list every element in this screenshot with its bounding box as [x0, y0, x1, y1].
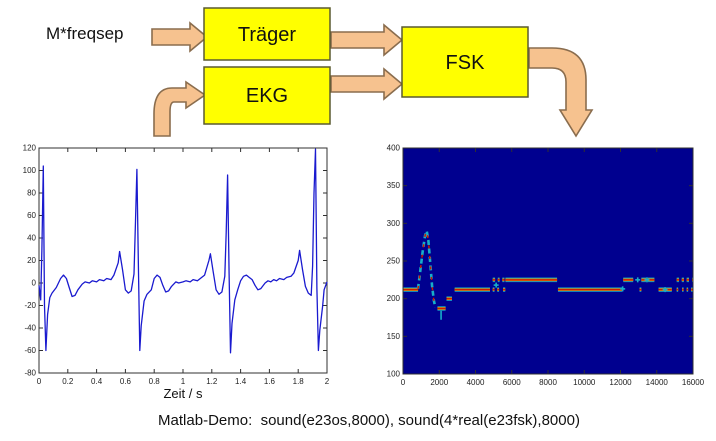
x-tick-label: 8000 — [539, 378, 557, 387]
spectrogram-plot: 0 2000 4000 6000 8000 10000 12000 14000 16000 100… — [387, 144, 705, 388]
y-tick-label: -60 — [24, 346, 36, 355]
y-tick-label: 20 — [27, 256, 36, 265]
arrow-input-icon — [151, 21, 209, 53]
block-fsk-label: FSK — [446, 52, 486, 74]
x-tick-label: 1.4 — [235, 377, 247, 386]
x-tick-label: 12000 — [609, 378, 632, 387]
x-tick-label: 1.2 — [206, 377, 218, 386]
y-tick-label: 100 — [387, 370, 401, 379]
y-tick-label: 120 — [23, 144, 37, 153]
x-tick-label: 6000 — [503, 378, 521, 387]
block-traeger: Träger — [203, 7, 331, 61]
ecg-plot-area: 0 0.2 0.4 0.6 0.8 1 1.2 1.4 1.6 1.8 2 -80 -60 -40 -20 0… — [23, 144, 330, 387]
block-diagram: M*freqsep Träger EKG FSK — [46, 7, 594, 138]
y-tick-label: -80 — [24, 369, 36, 378]
ecg-trace — [38, 148, 328, 354]
y-tick-label: 200 — [387, 294, 401, 303]
block-ekg-label: EKG — [246, 85, 288, 107]
block-traeger-label: Träger — [238, 24, 297, 46]
arrow-into-ekg-icon — [153, 80, 207, 137]
block-fsk: FSK — [401, 26, 529, 98]
x-tick-label: 0.8 — [149, 377, 161, 386]
y-tick-label: 100 — [23, 166, 37, 175]
x-tick-label: 10000 — [573, 378, 596, 387]
x-tick-label: 16000 — [682, 378, 705, 387]
x-tick-label: 2000 — [430, 378, 448, 387]
x-tick-label: 0 — [37, 377, 42, 386]
block-ekg-box — [203, 66, 331, 125]
x-tick-label: 0.4 — [91, 377, 103, 386]
fsk-sweep-core — [417, 227, 437, 308]
y-tick-label: 250 — [387, 257, 401, 266]
y-tick-label: 400 — [387, 144, 401, 153]
x-tick-label: 1.8 — [293, 377, 305, 386]
y-tick-label: 0 — [32, 279, 37, 288]
ecg-xaxis-label: Zeit / s — [163, 386, 203, 401]
arrow-fsk-output-icon — [528, 47, 594, 138]
block-ekg: EKG — [203, 66, 331, 125]
spectrogram-background — [403, 148, 693, 374]
y-tick-label: 350 — [387, 181, 401, 190]
arrow-ekg-to-fsk-icon — [330, 67, 404, 101]
y-tick-label: -20 — [24, 301, 36, 310]
y-tick-label: 300 — [387, 219, 401, 228]
x-tick-label: 0.2 — [62, 377, 74, 386]
input-label: M*freqsep — [46, 24, 123, 43]
block-fsk-box — [401, 26, 529, 98]
x-tick-label: 1 — [181, 377, 186, 386]
plot-frame — [38, 147, 328, 374]
y-tick-label: 150 — [387, 332, 401, 341]
y-tick-label: 80 — [27, 189, 36, 198]
x-tick-label: 1.6 — [264, 377, 276, 386]
x-tick-label: 4000 — [467, 378, 485, 387]
x-tick-label: 0 — [401, 378, 406, 387]
plot-frame — [402, 147, 694, 375]
y-tick-label: -40 — [24, 324, 36, 333]
block-traeger-box — [203, 7, 331, 61]
spectrogram-plot-area: 0 2000 4000 6000 8000 10000 12000 14000 16000 100… — [387, 144, 705, 388]
y-tick-label: 60 — [27, 211, 36, 220]
x-tick-label: 14000 — [646, 378, 669, 387]
ecg-plot: 0 0.2 0.4 0.6 0.8 1 1.2 1.4 1.6 1.8 2 -80 -60 -40 -20 0… — [23, 144, 330, 402]
x-tick-label: 2 — [325, 377, 330, 386]
y-tick-label: 40 — [27, 234, 36, 243]
caption: Matlab-Demo: sound(e23os,8000), sound(4*… — [158, 412, 580, 429]
x-tick-label: 0.6 — [120, 377, 132, 386]
arrow-traeger-to-fsk-icon — [330, 23, 404, 57]
